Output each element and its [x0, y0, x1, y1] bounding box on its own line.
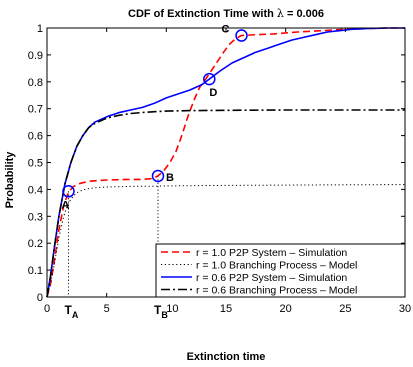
x-tick-label: 25: [339, 303, 351, 315]
marker-label-d: D: [209, 87, 217, 99]
legend-label-0: r = 1.0 P2P System – Simulation: [196, 247, 347, 259]
y-tick-label: 1: [37, 23, 43, 35]
axis-annotation-subscript: B: [161, 310, 168, 320]
x-tick-label: 20: [280, 303, 292, 315]
axis-annotation-ta: TA: [64, 303, 78, 320]
x-tick-label: 15: [220, 303, 232, 315]
chart-title-prefix: CDF of Extinction Time with: [128, 8, 277, 20]
legend-label-3: r = 0.6 Branching Process – Model: [196, 285, 357, 297]
marker-circle-c: [235, 29, 248, 42]
y-axis-label: Probability: [4, 151, 16, 209]
legend-label-1: r = 1.0 Branching Process – Model: [196, 260, 357, 272]
legend-box: [155, 243, 406, 298]
y-tick-label: 0.3: [28, 211, 43, 223]
axis-annotation-subscript: A: [72, 310, 79, 320]
x-tick-label: 30: [399, 303, 411, 315]
y-tick-label: 0: [37, 292, 43, 304]
x-tick-label: 5: [104, 303, 110, 315]
marker-label-a: A: [62, 199, 70, 211]
x-axis-label: Extinction time: [187, 351, 266, 363]
series-line-0: [46, 27, 405, 298]
y-tick-label: 0.6: [28, 131, 43, 143]
y-tick-label: 0.7: [28, 104, 43, 116]
y-tick-label: 0.2: [28, 238, 43, 250]
marker-circle-d: [203, 72, 216, 86]
series-line-1: [46, 184, 406, 298]
series-line-3: [46, 109, 405, 298]
chart-title: CDF of Extinction Time with λ = 0.006: [128, 7, 324, 20]
marker-circle-a: [62, 185, 75, 198]
marker-circle-b: [151, 169, 165, 183]
chart-title-suffix: = 0.006: [284, 8, 324, 20]
y-tick-label: 0.1: [28, 265, 43, 277]
marker-label-b: B: [166, 172, 174, 184]
y-tick-label: 0.8: [28, 77, 43, 89]
chart-title-symbol: λ: [277, 7, 284, 20]
y-tick-label: 0.9: [28, 50, 43, 62]
x-tick-label: 0: [44, 303, 50, 315]
y-tick-label: 0.4: [28, 184, 43, 196]
plot-area: ABCD05101520253000.10.20.30.40.50.60.70.…: [28, 23, 411, 320]
y-tick-label: 0.5: [28, 158, 43, 170]
x-tick-label: 10: [166, 303, 178, 315]
legend-label-2: r = 0.6 P2P System – Simulation: [196, 272, 347, 284]
